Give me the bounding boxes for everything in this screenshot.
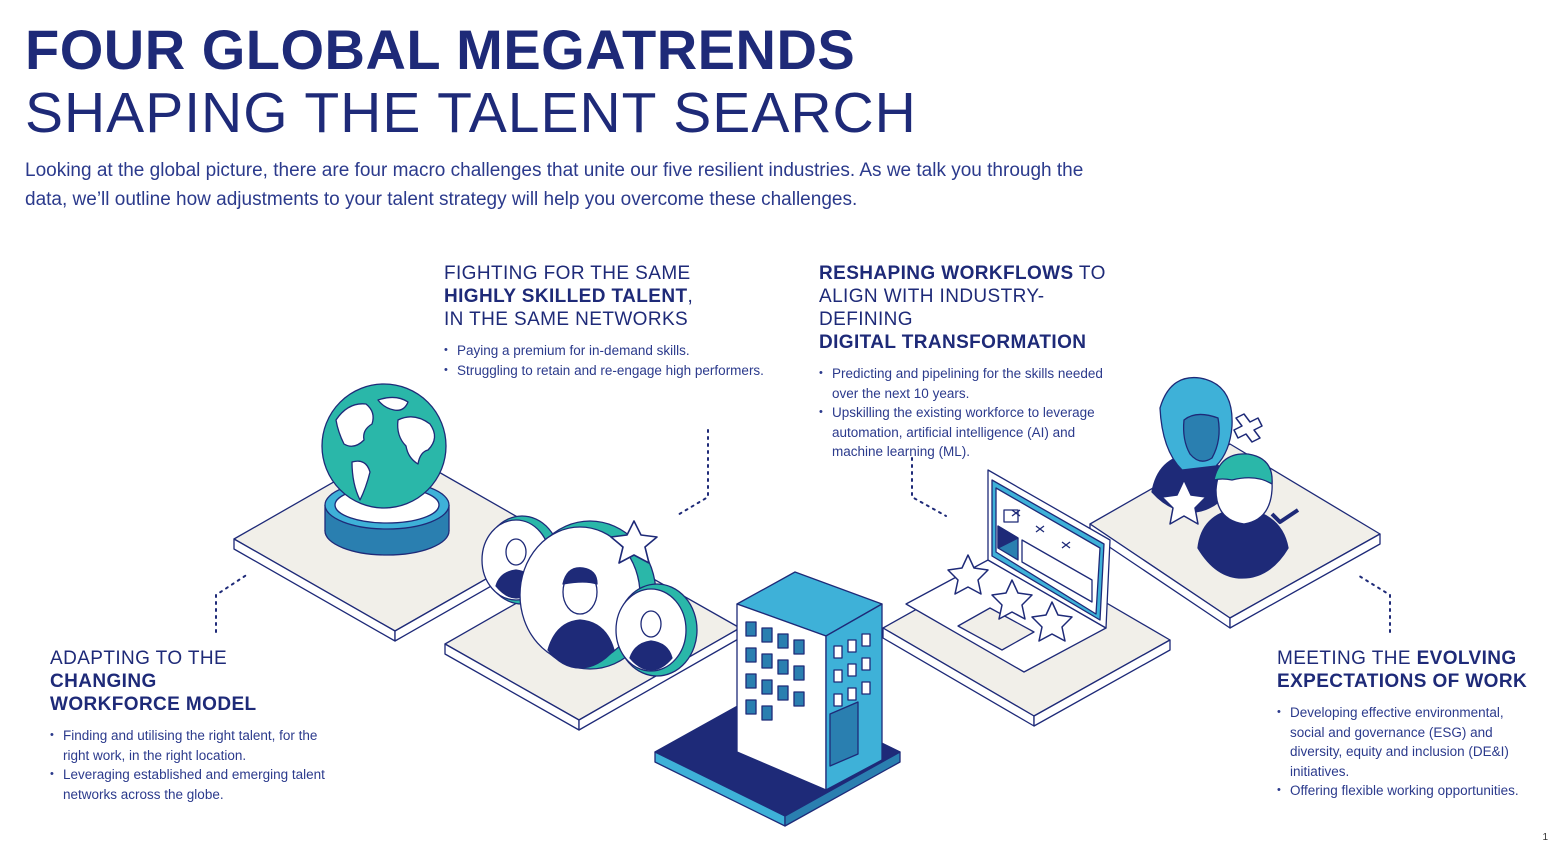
- check-icon: [1270, 508, 1300, 524]
- bullet-item: Struggling to retain and re-engage high …: [444, 361, 804, 381]
- bullet-item: Predicting and pipelining for the skills…: [819, 364, 1119, 403]
- trend-evolving-expectations: MEETING THE EVOLVING EXPECTATIONS OF WOR…: [1277, 647, 1539, 801]
- avatar-icon: [1151, 376, 1289, 579]
- star-icon: [610, 520, 658, 564]
- star-icon: [1031, 601, 1073, 642]
- trend-changing-workforce: ADAPTING TO THE CHANGING WORKFORCE MODEL…: [50, 647, 335, 804]
- star-icon: [991, 579, 1033, 620]
- trend-skilled-talent: FIGHTING FOR THE SAME HIGHLY SKILLED TAL…: [444, 262, 804, 380]
- bullet-item: Offering flexible working opportunities.: [1277, 781, 1539, 801]
- cross-icon: [1233, 413, 1263, 443]
- globe-icon: [321, 383, 450, 556]
- trend-bullets: Developing effective environmental, soci…: [1277, 703, 1539, 801]
- dotted-connectors: [215, 429, 1391, 633]
- page-title: FOUR GLOBAL MEGATRENDS: [25, 18, 856, 81]
- trend-bullets: Predicting and pipelining for the skills…: [819, 364, 1119, 462]
- trend-bullets: Finding and utilising the right talent, …: [50, 726, 335, 804]
- trend-heading: FIGHTING FOR THE SAME HIGHLY SKILLED TAL…: [444, 263, 694, 330]
- people-icon: [481, 515, 698, 677]
- bullet-item: Upskilling the existing workforce to lev…: [819, 403, 1119, 462]
- bullet-item: Paying a premium for in-demand skills.: [444, 341, 804, 361]
- page-number: 1: [1542, 832, 1548, 843]
- page-subtitle: SHAPING THE TALENT SEARCH: [25, 81, 917, 145]
- trend-heading: RESHAPING WORKFLOWS TO ALIGN WITH INDUST…: [819, 263, 1106, 353]
- trend-bullets: Paying a premium for in-demand skills. S…: [444, 341, 804, 380]
- bullet-item: Leveraging established and emerging tale…: [50, 765, 335, 804]
- bullet-item: Finding and utilising the right talent, …: [50, 726, 335, 765]
- star-icon: [947, 554, 989, 595]
- trend-heading: ADAPTING TO THE CHANGING WORKFORCE MODEL: [50, 648, 257, 715]
- star-icon: [1161, 479, 1207, 525]
- trend-heading: MEETING THE EVOLVING EXPECTATIONS OF WOR…: [1277, 648, 1528, 692]
- intro-paragraph: Looking at the global picture, there are…: [25, 160, 1084, 210]
- trend-reshaping-workflows: RESHAPING WORKFLOWS TO ALIGN WITH INDUST…: [819, 262, 1119, 462]
- bullet-item: Developing effective environmental, soci…: [1277, 703, 1539, 781]
- building-icon: [654, 571, 901, 827]
